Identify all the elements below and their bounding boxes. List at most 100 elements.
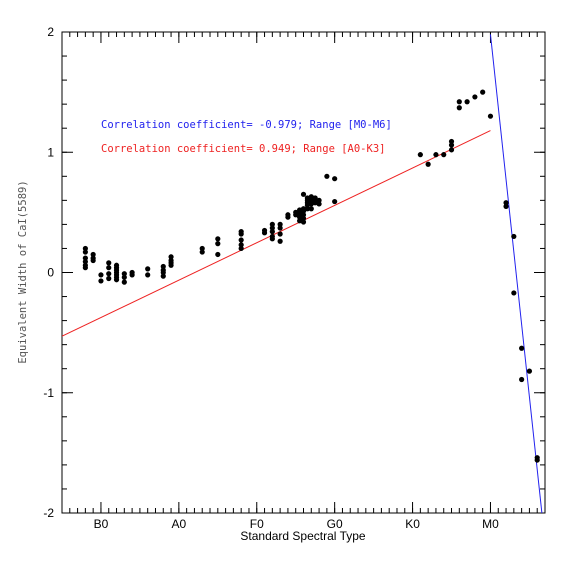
y-tick-label: 1 bbox=[47, 145, 54, 159]
data-point bbox=[312, 195, 318, 201]
data-point bbox=[332, 176, 338, 182]
data-point bbox=[277, 225, 283, 231]
data-point bbox=[277, 238, 283, 244]
data-point bbox=[238, 231, 244, 237]
data-point bbox=[168, 254, 174, 260]
data-point bbox=[448, 142, 455, 148]
data-point bbox=[300, 191, 307, 197]
data-point bbox=[160, 263, 166, 270]
data-point bbox=[82, 265, 88, 271]
data-points bbox=[82, 89, 540, 463]
x-axis-title: Standard Spectral Type bbox=[240, 529, 366, 543]
data-point bbox=[316, 201, 322, 207]
data-point bbox=[456, 99, 462, 105]
data-point bbox=[160, 269, 166, 276]
data-point bbox=[199, 249, 205, 255]
x-tick-label: K0 bbox=[405, 517, 420, 531]
data-point bbox=[425, 161, 431, 167]
x-tick-label: G0 bbox=[327, 517, 343, 531]
data-point bbox=[82, 249, 88, 255]
data-point bbox=[300, 219, 307, 225]
data-point bbox=[106, 265, 112, 271]
data-point bbox=[98, 278, 104, 284]
data-point bbox=[269, 236, 275, 242]
data-point bbox=[160, 273, 166, 279]
data-point bbox=[129, 272, 135, 278]
data-point bbox=[503, 203, 509, 209]
data-point bbox=[269, 229, 275, 235]
data-point bbox=[448, 147, 455, 153]
data-point bbox=[121, 279, 127, 285]
data-point bbox=[215, 241, 221, 247]
data-point bbox=[238, 245, 244, 252]
data-point bbox=[215, 236, 221, 242]
data-point bbox=[441, 152, 447, 158]
data-point bbox=[324, 173, 330, 179]
data-point bbox=[82, 245, 88, 252]
data-point bbox=[433, 152, 439, 158]
data-point bbox=[277, 231, 283, 237]
data-point bbox=[90, 251, 96, 258]
data-point bbox=[261, 230, 268, 236]
data-point bbox=[113, 277, 120, 283]
y-tick-label: 2 bbox=[47, 25, 54, 39]
axes: B0 A0 F0 G0 K0 M0 -2 -1 0 1 2 bbox=[43, 25, 546, 531]
data-point bbox=[145, 266, 151, 272]
y-tick-label: -1 bbox=[43, 386, 54, 400]
data-point bbox=[519, 376, 525, 383]
data-point bbox=[199, 245, 205, 252]
data-point bbox=[121, 271, 127, 277]
data-point bbox=[519, 345, 525, 351]
data-point bbox=[480, 89, 486, 95]
data-point bbox=[238, 237, 244, 243]
fit-annotation: Correlation coefficient= -0.979; Range [… bbox=[101, 119, 392, 131]
x-tick-label: F0 bbox=[250, 517, 264, 531]
data-point bbox=[417, 152, 423, 158]
data-point bbox=[106, 271, 112, 277]
y-tick-label: 0 bbox=[47, 266, 54, 280]
data-point bbox=[215, 251, 221, 258]
data-point bbox=[98, 272, 104, 278]
data-point bbox=[277, 221, 283, 227]
fit-lines bbox=[62, 34, 543, 513]
data-point bbox=[300, 212, 307, 218]
data-point bbox=[106, 260, 112, 266]
data-point bbox=[511, 233, 517, 240]
data-point bbox=[168, 262, 174, 268]
data-point bbox=[106, 275, 112, 282]
data-point bbox=[448, 138, 455, 145]
data-point bbox=[121, 274, 127, 280]
fit-line bbox=[62, 130, 491, 337]
data-point bbox=[300, 208, 307, 214]
y-axis-title: Equivalent Width of CaI(5589) bbox=[17, 180, 29, 363]
data-point bbox=[534, 457, 540, 463]
data-point bbox=[238, 242, 244, 248]
data-point bbox=[526, 368, 533, 374]
annotations: Correlation coefficient= -0.979; Range [… bbox=[101, 119, 392, 155]
data-point bbox=[90, 257, 96, 264]
data-point bbox=[316, 197, 322, 203]
data-point bbox=[464, 99, 470, 105]
fit-line bbox=[489, 34, 543, 513]
y-tick-label: -2 bbox=[43, 506, 54, 520]
data-point bbox=[269, 221, 275, 227]
data-point bbox=[472, 94, 478, 100]
x-tick-label: B0 bbox=[94, 517, 109, 531]
data-point bbox=[82, 259, 88, 265]
fit-annotation: Correlation coefficient= 0.949; Range [A… bbox=[101, 143, 385, 155]
data-point bbox=[456, 105, 462, 111]
data-point bbox=[487, 113, 494, 119]
data-point bbox=[332, 198, 338, 205]
data-point bbox=[503, 200, 509, 206]
data-point bbox=[308, 206, 314, 212]
x-tick-label: M0 bbox=[482, 517, 499, 531]
data-point bbox=[511, 290, 517, 296]
data-point bbox=[300, 215, 307, 221]
x-tick-label: A0 bbox=[172, 517, 187, 531]
data-point bbox=[304, 206, 310, 212]
data-point bbox=[269, 225, 275, 231]
data-point bbox=[285, 214, 291, 220]
data-point bbox=[82, 255, 88, 261]
data-point bbox=[145, 272, 151, 278]
